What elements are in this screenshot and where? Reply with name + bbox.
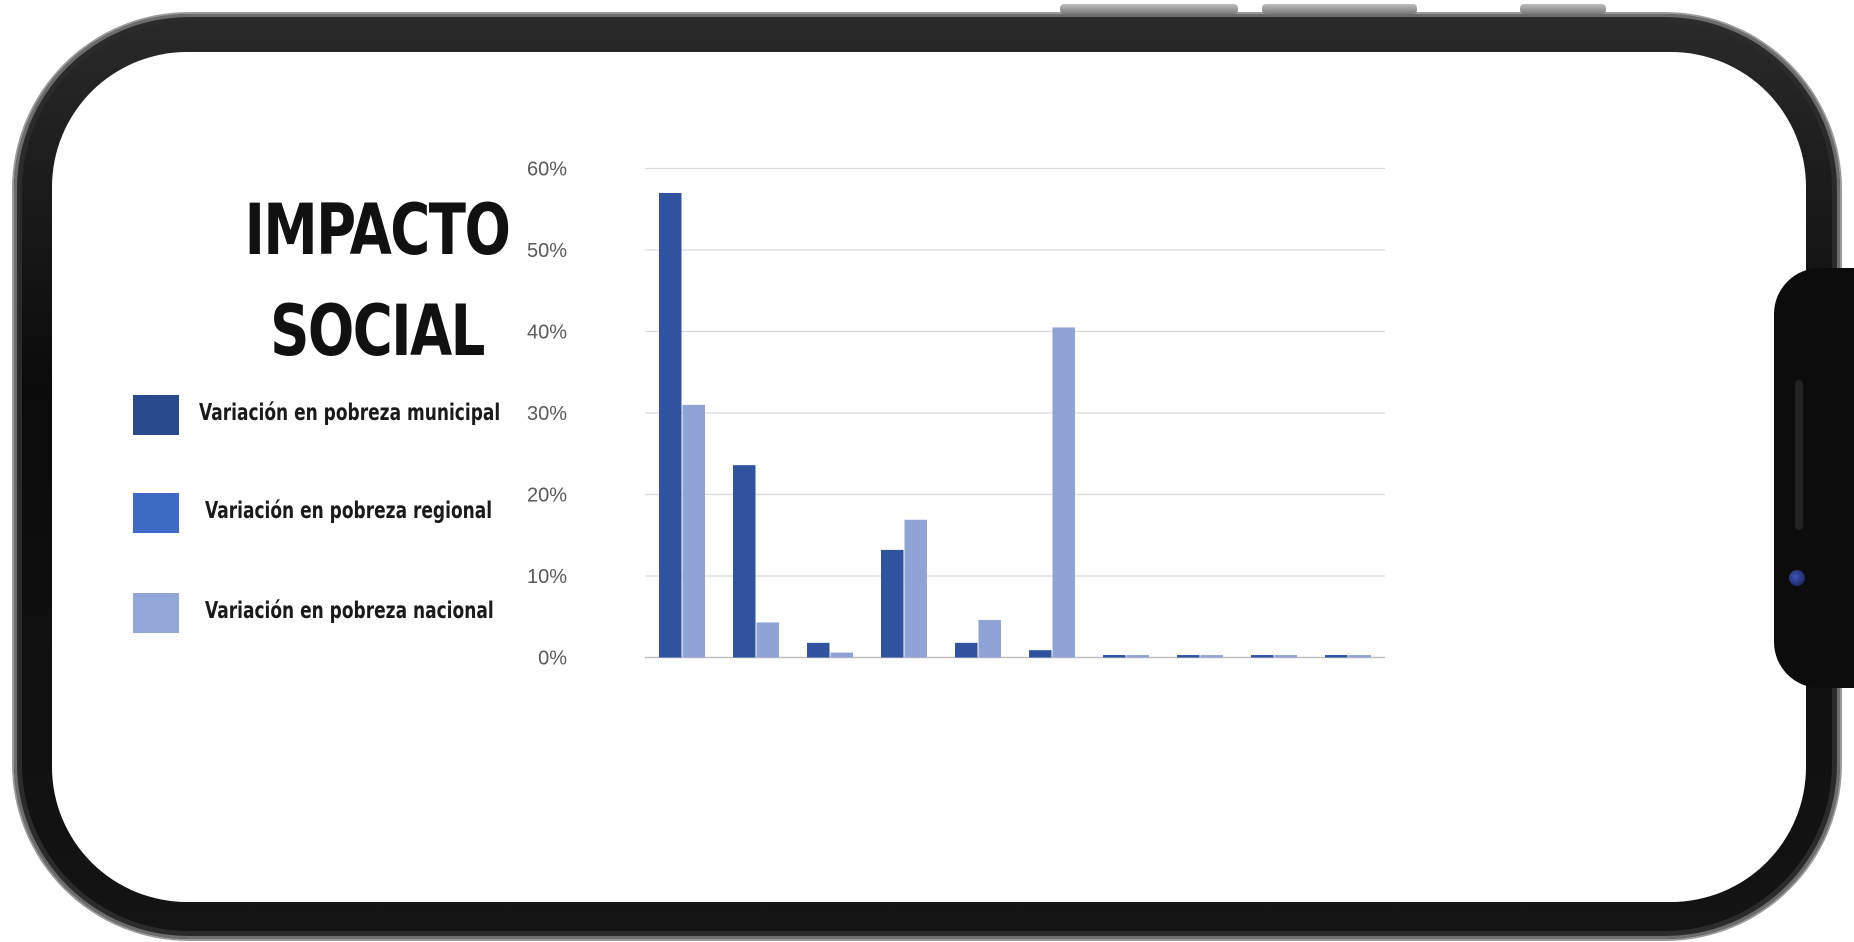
bar-nacional <box>978 620 1001 658</box>
bar-chart: 0% 10% 20% 30% 40% 50% 60% <box>527 159 1385 670</box>
bar-nacional <box>1052 327 1075 658</box>
legend-swatch-municipal <box>133 395 179 435</box>
bar-nacional <box>1200 655 1223 658</box>
y-tick-label: 60% <box>527 159 567 181</box>
bar-municipal <box>955 642 978 658</box>
bar-nacional <box>682 404 705 658</box>
y-tick-label: 40% <box>527 322 567 344</box>
camera-icon <box>1789 570 1805 586</box>
bar-municipal <box>1177 655 1200 658</box>
y-tick-label: 30% <box>527 403 567 425</box>
volume-up-button <box>1060 4 1238 14</box>
bar-nacional <box>904 519 927 658</box>
y-tick-label: 50% <box>527 240 567 262</box>
volume-down-button <box>1262 4 1417 14</box>
phone-screen: IMPACTO SOCIAL Variación en pobreza muni… <box>52 52 1806 902</box>
page-title: IMPACTO SOCIAL <box>198 180 557 382</box>
legend-label-nacional: Variación en pobreza nacional <box>205 598 494 624</box>
bar-nacional <box>1348 655 1371 658</box>
legend-swatch-nacional <box>133 593 179 633</box>
legend-label-regional: Variación en pobreza regional <box>205 498 493 524</box>
bar-municipal <box>807 642 830 658</box>
speaker-slot <box>1795 380 1803 530</box>
bar-municipal <box>1251 655 1274 658</box>
legend-swatch-regional <box>133 493 179 533</box>
bar-municipal <box>733 465 756 658</box>
y-tick-label: 20% <box>527 485 567 507</box>
bar-nacional <box>1126 655 1149 658</box>
bar-nacional <box>830 652 853 658</box>
power-button <box>1520 4 1606 14</box>
bar-nacional <box>1274 655 1297 658</box>
side-notch <box>1774 268 1854 688</box>
bar-municipal <box>1325 655 1348 658</box>
title-line-1: IMPACTO <box>244 189 511 271</box>
y-tick-label: 10% <box>527 566 567 588</box>
bar-nacional <box>756 622 779 658</box>
bar-municipal <box>1103 655 1126 658</box>
bar-municipal <box>1029 650 1052 658</box>
legend-label-municipal: Variación en pobreza municipal <box>199 400 501 426</box>
bar-municipal <box>881 549 904 658</box>
y-tick-label: 0% <box>538 648 567 670</box>
title-line-2: SOCIAL <box>270 290 485 372</box>
bar-municipal <box>659 192 682 658</box>
